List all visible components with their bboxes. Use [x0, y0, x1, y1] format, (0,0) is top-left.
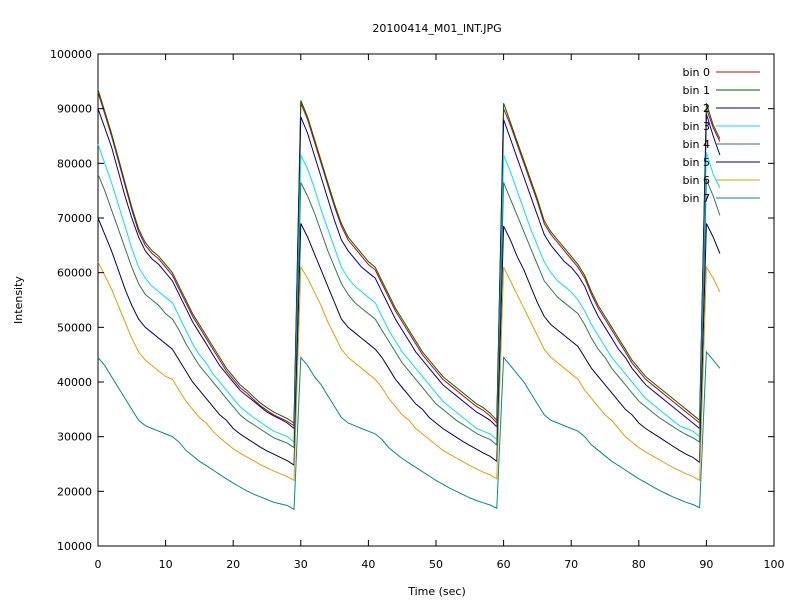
x-tick-label: 90	[699, 558, 713, 571]
chart-title: 20100414_M01_INT.JPG	[372, 22, 501, 35]
y-tick-label: 100000	[50, 48, 92, 61]
x-tick-label: 10	[159, 558, 173, 571]
x-tick-label: 60	[497, 558, 511, 571]
axis-layer: 0 10 20 30 40 50 60 70 80 90 100 10000 20000 30000 400…	[50, 48, 785, 571]
legend-label: bin 6	[682, 174, 710, 187]
series-layer	[97, 89, 721, 511]
x-axis-label: Time (sec)	[407, 585, 466, 598]
y-tick-label: 30000	[57, 431, 92, 444]
series-line-bin-5	[97, 217, 721, 467]
x-tick-label: 30	[294, 558, 308, 571]
legend: bin 0 bin 1 bin 2 bin 3 bin 4 bin 5 bin 6 bin 7	[682, 66, 760, 205]
y-tick-label: 40000	[57, 376, 92, 389]
y-tick-label: 70000	[57, 212, 92, 225]
series-line-bin-1	[97, 89, 721, 424]
x-tick-label: 50	[429, 558, 443, 571]
x-tick-label: 80	[632, 558, 646, 571]
legend-label: bin 2	[682, 102, 710, 115]
y-tick-label: 80000	[57, 157, 92, 170]
series-line-bin-7	[97, 350, 721, 511]
series-line-bin-0	[97, 92, 721, 427]
x-tick-label: 100	[764, 558, 785, 571]
x-tick-label: 20	[226, 558, 240, 571]
y-tick-label: 90000	[57, 103, 92, 116]
x-tick-label: 40	[361, 558, 375, 571]
legend-label: bin 5	[682, 156, 710, 169]
series-line-bin-6	[97, 261, 721, 482]
series-line-bin-3	[97, 144, 721, 444]
y-tick-label: 50000	[57, 321, 92, 334]
legend-label: bin 1	[682, 84, 710, 97]
legend-label: bin 3	[682, 120, 710, 133]
x-tick-label: 70	[564, 558, 578, 571]
y-tick-label: 20000	[57, 485, 92, 498]
plot-frame	[97, 53, 775, 547]
y-axis-label: Intensity	[12, 276, 25, 324]
x-tick-label: 0	[95, 558, 102, 571]
legend-label: bin 0	[682, 66, 710, 79]
plot-area	[97, 53, 775, 547]
y-tick-label: 60000	[57, 267, 92, 280]
y-tick-label: 10000	[57, 540, 92, 553]
legend-label: bin 4	[682, 138, 710, 151]
series-line-bin-2	[97, 108, 721, 430]
legend-label: bin 7	[682, 192, 710, 205]
series-line-bin-4	[97, 174, 721, 449]
